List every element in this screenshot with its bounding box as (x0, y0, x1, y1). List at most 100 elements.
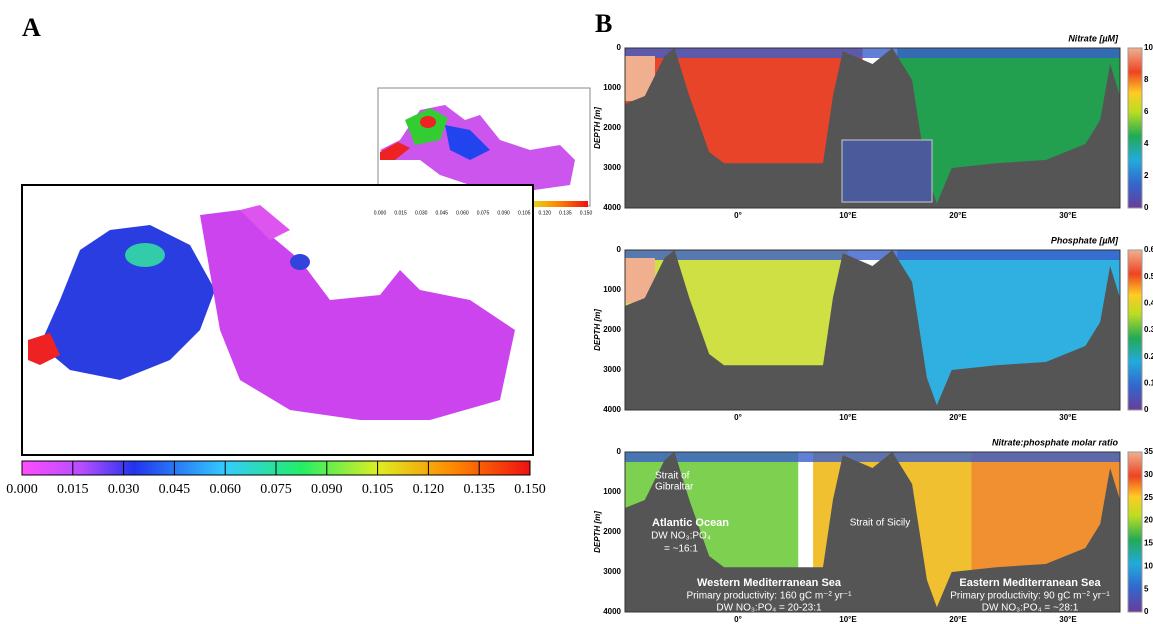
depth-tick-label: 4000 (603, 405, 621, 414)
annotation: Atlantic Ocean (652, 517, 729, 529)
bathymetry (625, 250, 1120, 410)
colorbar-tick-label: 0.090 (311, 482, 343, 497)
inset-colorbar-tick-label: 0.015 (394, 210, 407, 216)
colorbar-tick-label: 2 (1144, 171, 1149, 180)
colorbar-tick-label: 0.3 (1144, 325, 1153, 334)
annotation: Primary productivity: 160 gC m⁻² yr⁻¹ (686, 591, 852, 602)
colorbar-tick-label: 0.6 (1144, 245, 1153, 254)
inset-map (841, 139, 933, 203)
plot-frame (624, 451, 1121, 613)
colorbar-tick-label: 8 (1144, 75, 1149, 84)
lon-tick-label: 10°E (839, 615, 857, 624)
colorbar-tick-label: 15 (1144, 539, 1153, 548)
annotation: Gibraltar (655, 482, 694, 493)
lon-tick-label: 0° (734, 211, 742, 220)
inset-colorbar-tick-label: 0.120 (539, 210, 552, 216)
map-sea (240, 205, 290, 240)
lon-tick-label: 20°E (949, 413, 967, 422)
colorbar-tick-label: 0.120 (413, 482, 445, 497)
inset-hotspot (420, 116, 436, 128)
inset-colorbar-tick-label: 0.150 (580, 210, 593, 216)
colorbar-tick-label: 0.1 (1144, 378, 1153, 387)
lon-tick-label: 30°E (1059, 615, 1077, 624)
colorbar-tick-label: 10 (1144, 43, 1153, 52)
colorbar-tick-label: 0 (1144, 405, 1149, 414)
inset-hotspot (380, 142, 410, 160)
surface-layer (625, 452, 1120, 462)
colorbar-tick-label: 10 (1144, 561, 1153, 570)
y-axis-label: DEPTH [m] (593, 107, 602, 149)
inset-colorbar-tick-label: 0.135 (559, 210, 572, 216)
lon-tick-label: 0° (734, 413, 742, 422)
y-axis-label: DEPTH [m] (593, 511, 602, 553)
lon-tick-label: 20°E (949, 211, 967, 220)
plot-frame (624, 47, 1121, 209)
annotation: DW NO₃:PO₄ = 20-23:1 (716, 603, 822, 614)
annotation: = ~16:1 (664, 544, 698, 555)
colorbar (1127, 249, 1143, 411)
depth-tick-label: 0 (617, 245, 622, 254)
colorbar-tick-label: 0.5 (1144, 272, 1153, 281)
colorbar-tick-label: 35 (1144, 447, 1153, 456)
colorbar-tick-label: 4 (1144, 139, 1149, 148)
map-hotspot (28, 333, 60, 365)
map-sea (40, 225, 215, 380)
colorbar-tick-label: 25 (1144, 493, 1153, 502)
panel-label: A (22, 13, 41, 42)
surface-layer (625, 250, 1120, 260)
colorbar (1127, 47, 1143, 209)
colorbar-tick-label: 0.060 (209, 482, 241, 497)
y-axis-label: DEPTH [m] (593, 309, 602, 351)
annotation: Western Mediterranean Sea (697, 577, 842, 589)
colorbar-tick-label: 30 (1144, 470, 1153, 479)
colorbar-tick-label: 0.2 (1144, 352, 1153, 361)
lon-tick-label: 30°E (1059, 211, 1077, 220)
map-sea (200, 210, 515, 420)
depth-tick-label: 2000 (603, 123, 621, 132)
colorbar-tick-label: 0.015 (57, 482, 89, 497)
colorbar-tick-label: 0.105 (362, 482, 394, 497)
lon-tick-label: 10°E (839, 413, 857, 422)
panel-label: B (595, 9, 612, 38)
section-title: Phosphate [µM] (1051, 235, 1119, 245)
inset-colorbar-tick-label: 0.075 (477, 210, 490, 216)
inset-colorbar-tick-label: 0.030 (415, 210, 428, 216)
depth-tick-label: 2000 (603, 325, 621, 334)
bathymetry (625, 452, 1120, 612)
plot-frame (624, 249, 1121, 411)
depth-tick-label: 4000 (603, 203, 621, 212)
colorbar-tick-label: 0.135 (463, 482, 495, 497)
depth-tick-label: 1000 (603, 285, 621, 294)
bathymetry (625, 48, 1120, 208)
inset-colorbar-tick-label: 0.060 (456, 210, 469, 216)
depth-tick-label: 3000 (603, 163, 621, 172)
depth-tick-label: 0 (617, 43, 622, 52)
surface-layer (625, 48, 1120, 58)
lon-tick-label: 20°E (949, 615, 967, 624)
colorbar-tick-label: 0.4 (1144, 298, 1153, 307)
depth-tick-label: 2000 (603, 527, 621, 536)
colorbar-tick-label: 6 (1144, 107, 1149, 116)
annotation: Eastern Mediterranean Sea (959, 577, 1101, 589)
annotation: Primary productivity: 90 gC m⁻² yr⁻¹ (950, 591, 1110, 602)
colorbar-tick-label: 0 (1144, 607, 1149, 616)
colorbar-tick-label: 0.000 (6, 482, 38, 497)
colorbar-tick-label: 0.045 (159, 482, 191, 497)
inset-colorbar-tick-label: 0.000 (374, 210, 387, 216)
lon-tick-label: 10°E (839, 211, 857, 220)
depth-tick-label: 3000 (603, 567, 621, 576)
lon-tick-label: 30°E (1059, 413, 1077, 422)
colorbar-tick-label: 0.075 (260, 482, 292, 497)
inset-colorbar-tick-label: 0.090 (497, 210, 510, 216)
colorbar-tick-label: 0.150 (514, 482, 546, 497)
depth-tick-label: 1000 (603, 83, 621, 92)
depth-tick-label: 0 (617, 447, 622, 456)
lon-tick-label: 0° (734, 615, 742, 624)
section-title: Nitrate:phosphate molar ratio (992, 437, 1119, 447)
map-hotspot (290, 254, 310, 270)
depth-tick-label: 3000 (603, 365, 621, 374)
annotation: DW NO₃:PO₄ = ~28:1 (982, 603, 1079, 614)
inset-sea (445, 125, 490, 160)
